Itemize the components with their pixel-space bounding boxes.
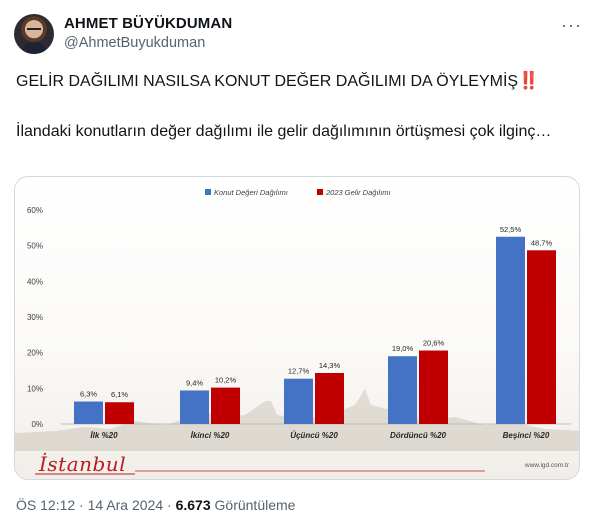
- tweet-text-line2: İlandaki konutların değer dağılımı ile g…: [16, 123, 552, 140]
- avatar-shirt: [22, 42, 46, 54]
- legend-swatch: [205, 189, 211, 195]
- data-label: 20,6%: [423, 339, 445, 348]
- legend-label: Konut Değeri Dağılımı: [214, 188, 288, 197]
- x-tick-label: İkinci %20: [191, 431, 230, 440]
- tweet-text-line1: GELİR DAĞILIMI NASILSA KONUT DEĞER DAĞIL…: [16, 70, 539, 93]
- views-label: Görüntüleme: [214, 497, 296, 513]
- y-tick-label: 30%: [27, 313, 43, 322]
- bar: [284, 378, 313, 424]
- x-tick-label: Dördüncü %20: [390, 431, 447, 440]
- y-tick-label: 10%: [27, 384, 43, 393]
- y-tick-label: 40%: [27, 277, 43, 286]
- bar: [496, 236, 525, 424]
- y-tick-label: 0%: [31, 420, 43, 429]
- data-label: 48,7%: [531, 238, 553, 247]
- tweet-image[interactable]: 0% 10% 20% 30% 40% 50% 60% Konut Değeri Dağılım…: [14, 176, 580, 480]
- y-tick-label: 50%: [27, 242, 43, 251]
- data-label: 6,1%: [111, 390, 128, 399]
- tweet-date[interactable]: 14 Ara 2024: [87, 497, 164, 513]
- data-label: 19,0%: [392, 344, 414, 353]
- tweet-time[interactable]: ÖS 12:12: [16, 497, 76, 513]
- meta-separator: ·: [167, 497, 172, 513]
- avatar[interactable]: [14, 14, 54, 54]
- bar: [527, 250, 556, 424]
- double-exclamation-icon: ‼️: [518, 71, 540, 90]
- views-count: 6.673: [175, 497, 211, 513]
- legend-label: 2023 Gelir Dağılımı: [325, 188, 391, 197]
- bar: [180, 390, 209, 424]
- author-name[interactable]: AHMET BÜYÜKDUMAN: [64, 15, 233, 32]
- istanbul-logo: İstanbul: [38, 452, 126, 476]
- x-tick-label: Beşinci %20: [503, 431, 550, 440]
- legend-swatch: [317, 189, 323, 195]
- bar-chart: 0% 10% 20% 30% 40% 50% 60% Konut Değeri Dağılım…: [27, 188, 571, 476]
- tweet-meta: ÖS 12:12 · 14 Ara 2024 · 6.673 Görüntüle…: [16, 497, 295, 513]
- data-label: 6,3%: [80, 390, 97, 399]
- data-label: 14,3%: [319, 361, 341, 370]
- more-options-icon[interactable]: ···: [561, 15, 582, 35]
- y-tick-label: 20%: [27, 349, 43, 358]
- bar: [315, 372, 344, 424]
- avatar-glasses: [27, 28, 41, 31]
- tweet-headline: GELİR DAĞILIMI NASILSA KONUT DEĞER DAĞIL…: [16, 73, 519, 90]
- data-label: 9,4%: [186, 378, 203, 387]
- bar: [419, 350, 448, 424]
- data-label: 12,7%: [288, 367, 310, 376]
- data-label: 52,5%: [500, 225, 522, 234]
- x-tick-label: İlk %20: [90, 431, 118, 440]
- bar: [74, 401, 103, 424]
- y-tick-label: 60%: [27, 206, 43, 215]
- meta-separator: ·: [79, 497, 84, 513]
- bar: [388, 356, 417, 424]
- data-label: 10,2%: [215, 376, 237, 385]
- bar: [211, 387, 240, 424]
- bar: [105, 402, 134, 424]
- source-url: www.igd.com.tr: [524, 462, 570, 469]
- x-tick-label: Üçüncü %20: [290, 431, 338, 440]
- author-handle[interactable]: @AhmetBuyukduman: [64, 35, 206, 51]
